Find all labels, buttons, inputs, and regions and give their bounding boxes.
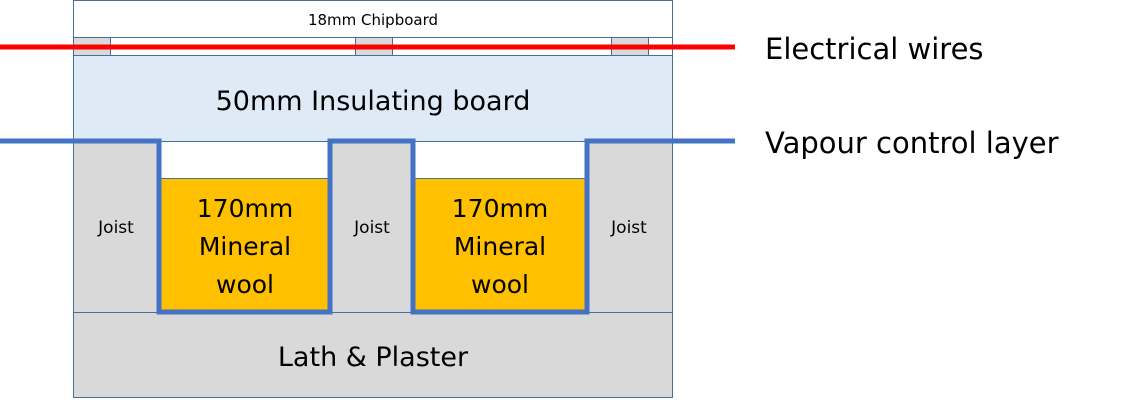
mineral-wool-label: wool	[471, 270, 529, 299]
mineral-wool-label: Mineral	[454, 232, 546, 261]
mineral-wool-label: Mineral	[199, 232, 291, 261]
joist-label: Joist	[610, 218, 647, 238]
cavity-gap	[159, 141, 331, 179]
insulating-board-label: 50mm Insulating board	[216, 86, 531, 117]
mineral-wool-label: 170mm	[197, 194, 293, 223]
joist	[587, 141, 673, 313]
mineral-wool-label: 170mm	[452, 194, 548, 223]
cavity-gap	[413, 141, 588, 179]
vapour-control-layer-line	[0, 138, 735, 315]
chipboard-layer	[73, 0, 673, 38]
plaster-layer	[73, 312, 673, 398]
mineral-wool	[159, 178, 331, 313]
mineral-wool-label: wool	[216, 270, 274, 299]
plaster-label: Lath & Plaster	[278, 342, 469, 373]
joist-label: Joist	[97, 218, 134, 238]
joist	[330, 141, 414, 313]
electrical-wires-label: Electrical wires	[765, 32, 984, 66]
joist-label: Joist	[353, 218, 390, 238]
vapour-control-layer-label: Vapour control layer	[765, 126, 1059, 160]
insulating-board-layer	[73, 55, 673, 142]
chipboard-label: 18mm Chipboard	[308, 11, 438, 29]
mineral-wool	[413, 178, 588, 313]
